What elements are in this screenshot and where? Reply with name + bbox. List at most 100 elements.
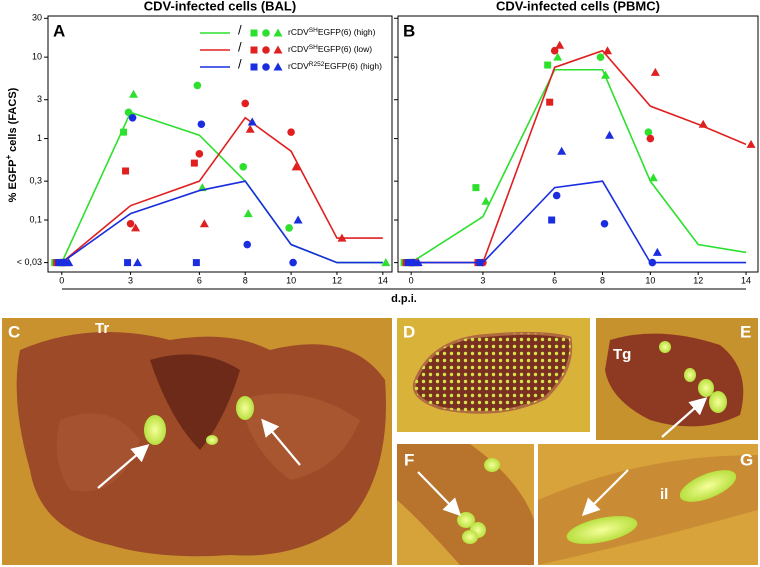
marker-triangle bbox=[555, 40, 565, 49]
legend-label: rCDVSHEGFP(6) (high) bbox=[288, 27, 376, 38]
y-axis-label: % EGFP+ cells (FACS) bbox=[4, 87, 19, 202]
chart-title: CDV-infected cells (BAL) bbox=[144, 0, 296, 13]
y-tick-label: 0,1 bbox=[29, 214, 42, 224]
y-tick-label: 1 bbox=[37, 133, 42, 143]
x-tick-label: 12 bbox=[332, 275, 342, 285]
marker-circle bbox=[596, 53, 605, 61]
marker-triangle bbox=[337, 233, 347, 242]
photo-tag: Tr bbox=[95, 320, 109, 337]
charts: % EGFP+ cells (FACS) CDV-infected cells (B… bbox=[4, 0, 759, 305]
x-axis-label: d.p.i. bbox=[391, 293, 417, 305]
marker-circle bbox=[195, 150, 204, 158]
marker-triangle bbox=[247, 117, 257, 126]
y-tick-label: 0,3 bbox=[29, 176, 42, 186]
marker-circle bbox=[285, 224, 293, 232]
marker-square bbox=[546, 98, 554, 106]
marker-circle bbox=[600, 219, 609, 228]
marker-triangle bbox=[381, 258, 391, 267]
y-axis-label-part: cells (FACS) bbox=[7, 87, 19, 152]
x-tick-label: 0 bbox=[59, 275, 64, 285]
legend-separator: / bbox=[238, 39, 242, 54]
photo-f: F bbox=[397, 444, 534, 565]
marker-triangle bbox=[746, 139, 756, 148]
marker-circle bbox=[128, 113, 137, 122]
marker-circle bbox=[644, 128, 653, 136]
x-tick-label: 3 bbox=[128, 275, 133, 285]
panel-label: F bbox=[404, 450, 414, 469]
x-tick-label: 6 bbox=[552, 275, 557, 285]
marker-triangle bbox=[648, 173, 658, 182]
legend-marker bbox=[250, 63, 258, 71]
marker-triangle bbox=[131, 223, 141, 232]
legend-separator: / bbox=[238, 22, 242, 37]
legend-name-sup: SH bbox=[309, 44, 318, 51]
legend-label: rCDVR252EGFP(6) (high) bbox=[288, 61, 382, 72]
x-tick-label: 3 bbox=[480, 275, 485, 285]
photo-tag: il bbox=[660, 486, 668, 503]
marker-square bbox=[190, 159, 198, 167]
y-tick-label: 10 bbox=[32, 52, 42, 62]
marker-circle bbox=[193, 81, 202, 90]
photo-c: C Tr bbox=[2, 318, 392, 565]
marker-circle bbox=[648, 258, 657, 267]
marker-square bbox=[124, 259, 132, 267]
legend-marker bbox=[273, 45, 283, 54]
panel-label: C bbox=[8, 322, 20, 341]
chart-title: CDV-infected cells (PBMC) bbox=[496, 0, 660, 13]
plot-frame bbox=[47, 15, 393, 273]
marker-square bbox=[476, 259, 484, 267]
series-line bbox=[61, 116, 383, 264]
legend-marker bbox=[273, 28, 283, 37]
marker-triangle bbox=[133, 258, 143, 267]
marker-triangle bbox=[481, 196, 491, 205]
marker-square bbox=[55, 259, 63, 267]
marker-circle bbox=[287, 128, 295, 136]
legend-marker bbox=[273, 62, 283, 71]
marker-circle bbox=[239, 163, 248, 171]
marker-square bbox=[544, 61, 552, 69]
legend-name-rest: EGFP(6) (high) bbox=[324, 61, 382, 71]
legend-name-sup: SH bbox=[309, 27, 318, 34]
legend-name: rCDV bbox=[288, 61, 309, 71]
marker-triangle bbox=[605, 130, 615, 139]
marker-square bbox=[472, 184, 480, 192]
x-tick-label: 10 bbox=[645, 275, 655, 285]
series-line bbox=[410, 68, 747, 264]
legend-marker bbox=[262, 29, 270, 37]
marker-triangle bbox=[553, 52, 563, 61]
marker-triangle bbox=[64, 258, 74, 267]
marker-circle bbox=[241, 99, 250, 108]
plot-frame bbox=[397, 15, 759, 273]
marker-square bbox=[548, 216, 556, 224]
marker-circle bbox=[550, 46, 559, 55]
marker-triangle bbox=[557, 146, 567, 155]
y-axis-label-part: % EGFP bbox=[7, 160, 19, 203]
x-tick-label: 14 bbox=[741, 275, 751, 285]
legend-name-sup: R252 bbox=[309, 61, 325, 68]
marker-triangle bbox=[199, 219, 209, 228]
marker-triangle bbox=[601, 70, 611, 79]
legend-marker bbox=[250, 29, 258, 37]
series-line bbox=[61, 111, 383, 264]
photo-tag: Tg bbox=[613, 346, 631, 363]
marker-triangle bbox=[413, 258, 423, 267]
marker-circle bbox=[552, 191, 561, 200]
y-axis-label-sup: + bbox=[4, 155, 13, 160]
marker-triangle bbox=[293, 215, 303, 224]
marker-triangle bbox=[245, 124, 255, 133]
x-tick-label: 8 bbox=[600, 275, 605, 285]
series-line bbox=[61, 180, 383, 264]
photo-d: D bbox=[397, 318, 590, 432]
panel-label: G bbox=[740, 450, 753, 469]
y-tick-label: 30 bbox=[32, 13, 42, 23]
legend-name-rest: EGFP(6) (high) bbox=[318, 27, 376, 37]
panel-letter: B bbox=[403, 21, 415, 40]
legend-separator: / bbox=[238, 56, 242, 71]
series-line bbox=[411, 180, 747, 264]
legend-name-rest: EGFP(6) (low) bbox=[318, 44, 372, 54]
marker-triangle bbox=[243, 209, 253, 218]
y-tick-label: < 0,03 bbox=[17, 257, 42, 267]
legend-marker bbox=[262, 63, 270, 71]
x-tick-label: 6 bbox=[197, 275, 202, 285]
